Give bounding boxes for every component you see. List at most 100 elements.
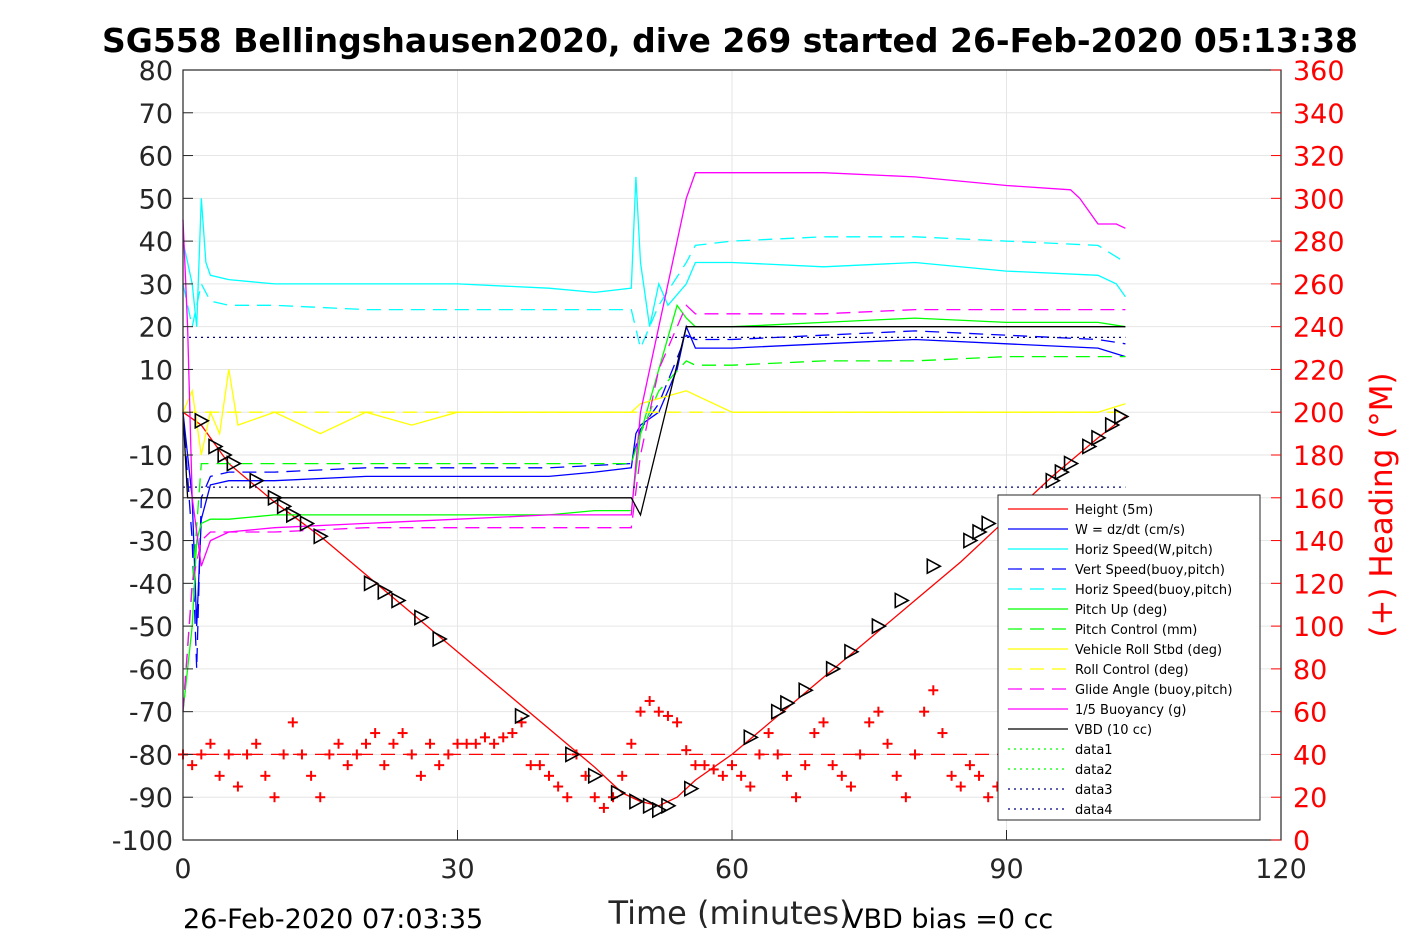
dive-marker <box>770 703 787 721</box>
x-tick-label: 90 <box>989 854 1023 885</box>
right-axis-label: (+) Heading (°M) <box>1364 372 1400 637</box>
heading-point <box>745 781 756 792</box>
left-tick-label: -50 <box>129 612 173 643</box>
left-tick-label: 40 <box>139 227 173 258</box>
series-line-horiz-speed-w-pitch <box>182 176 1126 327</box>
dive-marker <box>391 592 407 609</box>
heading-point <box>644 695 655 706</box>
right-tick-label: 60 <box>1293 698 1327 729</box>
heading-point <box>242 749 253 760</box>
legend-entry: data3 <box>1075 783 1113 798</box>
heading-point <box>479 732 490 743</box>
heading-point <box>232 781 243 792</box>
heading-point <box>434 760 445 771</box>
series-line-glide-angle-buoy-pitch <box>182 304 1126 712</box>
heading-point <box>351 749 362 760</box>
heading-point <box>306 770 317 781</box>
heading-point <box>534 760 545 771</box>
heading-point <box>763 728 774 739</box>
legend-entry: data2 <box>1075 763 1113 778</box>
heading-point <box>370 728 381 739</box>
heading-point <box>919 706 930 717</box>
legend-entry: Roll Control (deg) <box>1075 663 1189 678</box>
heading-point <box>818 717 829 728</box>
right-tick-label: 160 <box>1293 484 1345 515</box>
legend-entry: Pitch Control (mm) <box>1075 623 1197 638</box>
heading-point <box>809 728 820 739</box>
left-tick-label: 20 <box>139 313 173 344</box>
heading-point <box>498 732 509 743</box>
heading-point <box>662 710 673 721</box>
heading-point <box>415 770 426 781</box>
heading-point <box>333 738 344 749</box>
dive-marker <box>629 793 645 810</box>
left-tick-label: -20 <box>129 484 173 515</box>
x-tick-label: 30 <box>440 854 474 885</box>
left-tick-label: 70 <box>139 99 173 130</box>
heading-point <box>562 792 573 803</box>
heading-point <box>617 770 628 781</box>
left-tick-label: -100 <box>112 826 173 857</box>
dive-marker <box>610 784 627 802</box>
heading-point <box>891 770 902 781</box>
heading-point <box>635 706 646 717</box>
left-tick-label: 60 <box>139 142 173 173</box>
heading-point <box>772 749 783 760</box>
left-axis-ticks: 80 70 60 50 40 30 20 10 0 -10 -20 -30 -40 -50 -60 -70 -8… <box>112 56 193 857</box>
dive-marker <box>642 797 659 815</box>
heading-point <box>754 749 765 760</box>
dive-marker <box>414 609 430 626</box>
x-tick-label: 0 <box>174 854 191 885</box>
right-tick-label: 340 <box>1293 99 1345 130</box>
legend-entry: W = dz/dt (cm/s) <box>1075 523 1185 538</box>
left-tick-label: 10 <box>139 355 173 386</box>
legend-entry: data4 <box>1075 803 1113 818</box>
dive-marker <box>299 515 316 532</box>
dive-marker <box>217 446 233 464</box>
heading-point <box>324 749 335 760</box>
right-tick-label: 0 <box>1293 826 1310 857</box>
dive-marker <box>651 801 668 819</box>
dive-marker <box>565 746 581 763</box>
right-tick-label: 20 <box>1293 783 1327 814</box>
heading-point <box>214 770 225 781</box>
heading-point <box>425 738 436 749</box>
heading-point <box>598 802 609 813</box>
heading-point <box>946 770 957 781</box>
right-tick-label: 320 <box>1293 142 1345 173</box>
marker-layer <box>194 408 1130 819</box>
dive-marker <box>514 707 531 725</box>
heading-point <box>708 764 719 775</box>
legend-entry: Vert Speed(buoy,pitch) <box>1075 563 1225 578</box>
heading-point <box>525 760 536 771</box>
heading-point <box>452 738 463 749</box>
heading-point <box>781 770 792 781</box>
heading-point <box>342 760 353 771</box>
heading-point <box>855 749 866 760</box>
series-layer <box>182 172 1126 807</box>
legend-entry: Height (5m) <box>1075 503 1153 518</box>
dive-marker <box>276 497 293 515</box>
heading-point <box>836 770 847 781</box>
heading-point <box>873 706 884 717</box>
heading-point <box>937 728 948 739</box>
legend-entry: VBD (10 cc) <box>1075 723 1152 738</box>
heading-point <box>205 738 216 749</box>
right-tick-label: 100 <box>1293 612 1345 643</box>
heading-point <box>672 717 683 728</box>
dive-marker <box>194 412 210 430</box>
dive-marker <box>377 583 393 601</box>
heading-point <box>361 738 371 749</box>
dive-marker <box>981 515 997 532</box>
dive-marker <box>1114 408 1130 425</box>
heading-point <box>379 760 390 771</box>
heading-point <box>278 749 289 760</box>
heading-point <box>928 685 939 696</box>
right-axis-ticks: 3603403203002802602402202001801601401201… <box>1271 56 1345 857</box>
dive-marker <box>1082 438 1098 455</box>
heading-point <box>900 792 911 803</box>
heading-point <box>681 745 692 756</box>
dive-marker <box>871 617 888 635</box>
right-tick-label: 120 <box>1293 569 1345 600</box>
heading-point <box>964 760 975 771</box>
